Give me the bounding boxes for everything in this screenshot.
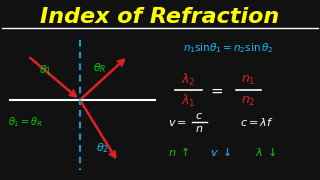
Text: $\lambda\ \downarrow$: $\lambda\ \downarrow$ — [255, 146, 277, 158]
Text: $c = \lambda f$: $c = \lambda f$ — [240, 116, 274, 128]
Text: $=$: $=$ — [208, 82, 224, 98]
Text: Index of Refraction: Index of Refraction — [40, 7, 280, 27]
Text: $\theta_1=\theta_R$: $\theta_1=\theta_R$ — [8, 115, 43, 129]
Text: $n_1\mathrm{sin}\theta_1 = n_2\mathrm{sin}\,\theta_2$: $n_1\mathrm{sin}\theta_1 = n_2\mathrm{si… — [183, 41, 274, 55]
Text: $n\ \uparrow$: $n\ \uparrow$ — [168, 145, 190, 159]
Text: $v\ \downarrow$: $v\ \downarrow$ — [210, 146, 231, 158]
Text: $\theta_2$: $\theta_2$ — [96, 141, 108, 155]
Text: $\lambda_2$: $\lambda_2$ — [181, 72, 195, 88]
Text: $\theta_1$: $\theta_1$ — [39, 63, 52, 77]
Text: $c$: $c$ — [195, 111, 203, 121]
Text: $\theta_R$: $\theta_R$ — [93, 61, 107, 75]
Text: $v=$: $v=$ — [168, 118, 187, 128]
Text: $n_2$: $n_2$ — [241, 94, 255, 107]
Text: $n_1$: $n_1$ — [241, 73, 255, 87]
Text: $\lambda_1$: $\lambda_1$ — [181, 93, 195, 109]
Text: $n$: $n$ — [195, 124, 203, 134]
